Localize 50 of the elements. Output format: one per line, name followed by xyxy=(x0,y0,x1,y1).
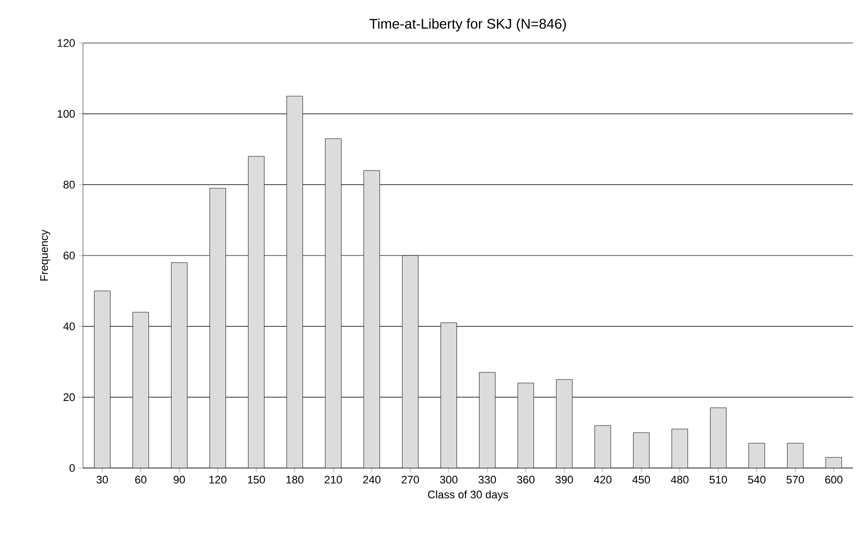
x-tick-label: 450 xyxy=(632,476,650,484)
y-axis-title: Frequency xyxy=(40,230,50,280)
x-tick-label: 360 xyxy=(517,476,534,484)
x-tick-label: 300 xyxy=(440,476,458,484)
x-tick-label: 30 xyxy=(96,476,108,484)
bar xyxy=(286,96,303,468)
x-tick-label: 150 xyxy=(248,476,265,484)
x-tick-label: 120 xyxy=(209,476,226,484)
bar xyxy=(672,428,688,468)
bar xyxy=(402,255,418,468)
x-tick-label: 270 xyxy=(402,476,419,484)
x-tick-label: 540 xyxy=(748,476,766,484)
y-tick-label: 120 xyxy=(58,39,75,47)
x-tick-label: 510 xyxy=(710,476,727,484)
bar xyxy=(94,290,110,468)
x-tick-label: 240 xyxy=(363,476,380,484)
bar xyxy=(364,170,380,468)
bar xyxy=(325,138,342,468)
bar xyxy=(787,443,804,468)
chart-title: Time-at-Liberty for SKJ (N=846) xyxy=(370,18,566,32)
y-tick-label: 40 xyxy=(63,322,75,330)
bar xyxy=(594,425,611,468)
y-tick-label: 80 xyxy=(64,180,75,189)
bar xyxy=(748,443,765,468)
x-tick-label: 390 xyxy=(556,476,573,484)
x-tick-label: 570 xyxy=(786,476,804,484)
bar xyxy=(171,262,188,468)
x-tick-label: 600 xyxy=(825,476,842,484)
x-tick-label: 210 xyxy=(324,476,342,484)
bar xyxy=(556,379,572,468)
bar xyxy=(479,372,496,468)
bar xyxy=(210,188,226,468)
bar xyxy=(248,156,264,468)
x-tick-label: 60 xyxy=(135,476,146,484)
y-tick-label: 100 xyxy=(58,110,75,118)
x-tick-label: 330 xyxy=(478,476,496,484)
bar xyxy=(518,382,534,468)
bar xyxy=(826,457,842,468)
x-tick-label: 90 xyxy=(174,476,185,484)
bar xyxy=(440,322,457,468)
y-tick-label: 0 xyxy=(70,464,75,472)
y-tick-label: 60 xyxy=(64,252,75,260)
bar xyxy=(710,408,726,468)
x-tick-label: 180 xyxy=(286,476,304,484)
x-tick-label: 480 xyxy=(670,476,688,484)
bar xyxy=(132,312,149,468)
x-tick-label: 420 xyxy=(594,476,612,484)
x-axis-title: Class of 30 days xyxy=(428,490,508,501)
y-tick-label: 20 xyxy=(64,393,75,402)
bar xyxy=(633,432,650,468)
